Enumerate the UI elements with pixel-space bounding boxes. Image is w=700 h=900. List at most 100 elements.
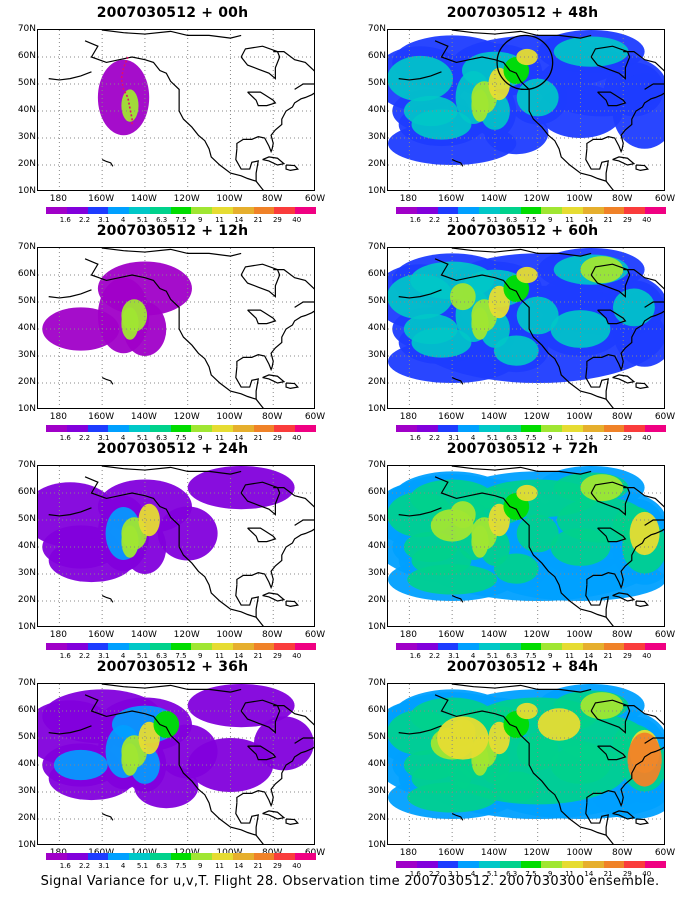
colorbar-label: 29 — [622, 870, 632, 878]
figure-caption: Signal Variance for u,v,T. Flight 28. Ob… — [40, 874, 660, 889]
map-panel: 2007030512 + 12h 70N 60N 50N 40N 30N 20N 10N 180… — [0, 223, 345, 442]
coastline-atlantic — [236, 746, 314, 808]
longitude-label: 120W — [173, 194, 200, 204]
colorbar-swatch — [479, 425, 500, 432]
latitude-label: 70N — [367, 460, 386, 470]
colorbar-label: 2.2 — [78, 434, 91, 442]
colorbar-label: 5.1 — [486, 652, 498, 660]
colorbar — [396, 425, 666, 432]
longitude-label: 60W — [654, 412, 676, 422]
cuba-island — [612, 592, 636, 602]
cuba-island — [612, 810, 636, 820]
colorbar-label: 40 — [642, 434, 652, 442]
latitude-label: 60N — [367, 705, 386, 715]
coastline-pacific — [434, 476, 614, 626]
colorbar-swatch — [253, 853, 275, 860]
colorbar-swatch — [87, 425, 109, 432]
hispaniola-island — [635, 382, 649, 390]
colorbar-label: 21 — [253, 862, 263, 870]
longitude-label: 140W — [480, 848, 507, 858]
longitude-label: 100W — [216, 194, 243, 204]
variance-region — [407, 564, 498, 595]
colorbar-label: 29 — [272, 434, 282, 442]
colorbar-label: 21 — [603, 652, 613, 660]
hispaniola-island — [285, 600, 299, 608]
colorbar-swatch — [274, 643, 296, 650]
variance-map — [37, 29, 315, 191]
latitude-label: 10N — [367, 840, 386, 850]
map-panel: 2007030512 + 00h 70N 60N 50N 40N 30N 20N 10N 180… — [0, 5, 345, 224]
colorbar-swatch — [170, 425, 192, 432]
colorbar-label: 7.5 — [525, 434, 537, 442]
colorbar-swatch — [396, 861, 417, 868]
hawaii-islands — [451, 595, 464, 603]
variance-region — [488, 67, 510, 101]
longitude-label: 180 — [399, 194, 417, 204]
colorbar-label: 9 — [548, 434, 553, 442]
colorbar-label: 1.6 — [59, 862, 71, 870]
colorbar-label: 2.2 — [78, 862, 91, 870]
colorbar-label: 9 — [198, 652, 203, 660]
colorbar-swatch — [46, 643, 67, 650]
latitude-label: 60N — [17, 487, 36, 497]
colorbar-swatch — [479, 643, 500, 650]
latitude-label: 30N — [17, 132, 36, 142]
latitude-label: 20N — [367, 377, 386, 387]
colorbar-swatch — [396, 643, 417, 650]
variance-region — [38, 482, 118, 547]
colorbar-swatch — [66, 853, 88, 860]
colorbar-swatch — [479, 207, 500, 214]
colorbar-label: 9 — [198, 434, 203, 442]
colorbar-swatch — [212, 207, 233, 214]
variance-region — [493, 335, 539, 366]
colorbar-swatch — [87, 207, 109, 214]
latitude-label: 50N — [17, 296, 36, 306]
colorbar-swatch — [458, 861, 480, 868]
colorbar-label: 1.6 — [409, 870, 421, 878]
colorbar-swatch — [582, 861, 604, 868]
longitude-label: 180 — [399, 412, 417, 422]
map-canvas — [38, 30, 314, 190]
colorbar-label: 2.2 — [428, 870, 441, 878]
latitude-label: 30N — [17, 350, 36, 360]
colorbar-swatch — [295, 207, 316, 214]
variance-region — [493, 553, 539, 584]
coastline-pacific — [434, 258, 614, 408]
variance-region — [138, 721, 160, 755]
colorbar-label: 11 — [215, 434, 225, 442]
colorbar-swatch — [479, 861, 500, 868]
arctic-coast — [102, 248, 242, 257]
aleutian-islands — [398, 289, 442, 299]
colorbar-label: 1.6 — [59, 434, 71, 442]
hudson-bay — [590, 481, 631, 516]
colorbar-label: 7.5 — [525, 870, 537, 878]
colorbar-label: 29 — [622, 216, 632, 224]
colorbar-label: 6.3 — [506, 870, 518, 878]
map-panel: 2007030512 + 84h 70N 60N 50N 40N 30N 20N 10N 180… — [350, 659, 695, 878]
longitude-label: 160W — [88, 194, 115, 204]
latitude-label: 70N — [17, 678, 36, 688]
latitude-label: 60N — [367, 487, 386, 497]
hudson-bay — [590, 45, 631, 80]
colorbar-label: 5.1 — [136, 216, 148, 224]
colorbar-label: 21 — [603, 216, 613, 224]
colorbar-swatch — [232, 643, 254, 650]
labrador-coast — [623, 51, 664, 90]
colorbar-label: 11 — [565, 434, 575, 442]
colorbar-swatch — [624, 207, 646, 214]
colorbar-label: 5.1 — [136, 434, 148, 442]
colorbar-swatch — [416, 643, 438, 650]
hudson-bay — [240, 699, 281, 734]
longitude-label: 60W — [654, 630, 676, 640]
latitude-label: 60N — [367, 269, 386, 279]
latitude-label: 60N — [17, 269, 36, 279]
longitude-label: 100W — [566, 194, 593, 204]
longitude-label: 80W — [612, 630, 633, 640]
colorbar-swatch — [232, 425, 254, 432]
colorbar-swatch — [520, 643, 542, 650]
colorbar-swatch — [458, 643, 480, 650]
colorbar-swatch — [253, 643, 275, 650]
colorbar-label: 1.6 — [59, 652, 71, 660]
panel-title: 2007030512 + 60h — [446, 223, 599, 239]
arctic-coast — [452, 248, 592, 257]
